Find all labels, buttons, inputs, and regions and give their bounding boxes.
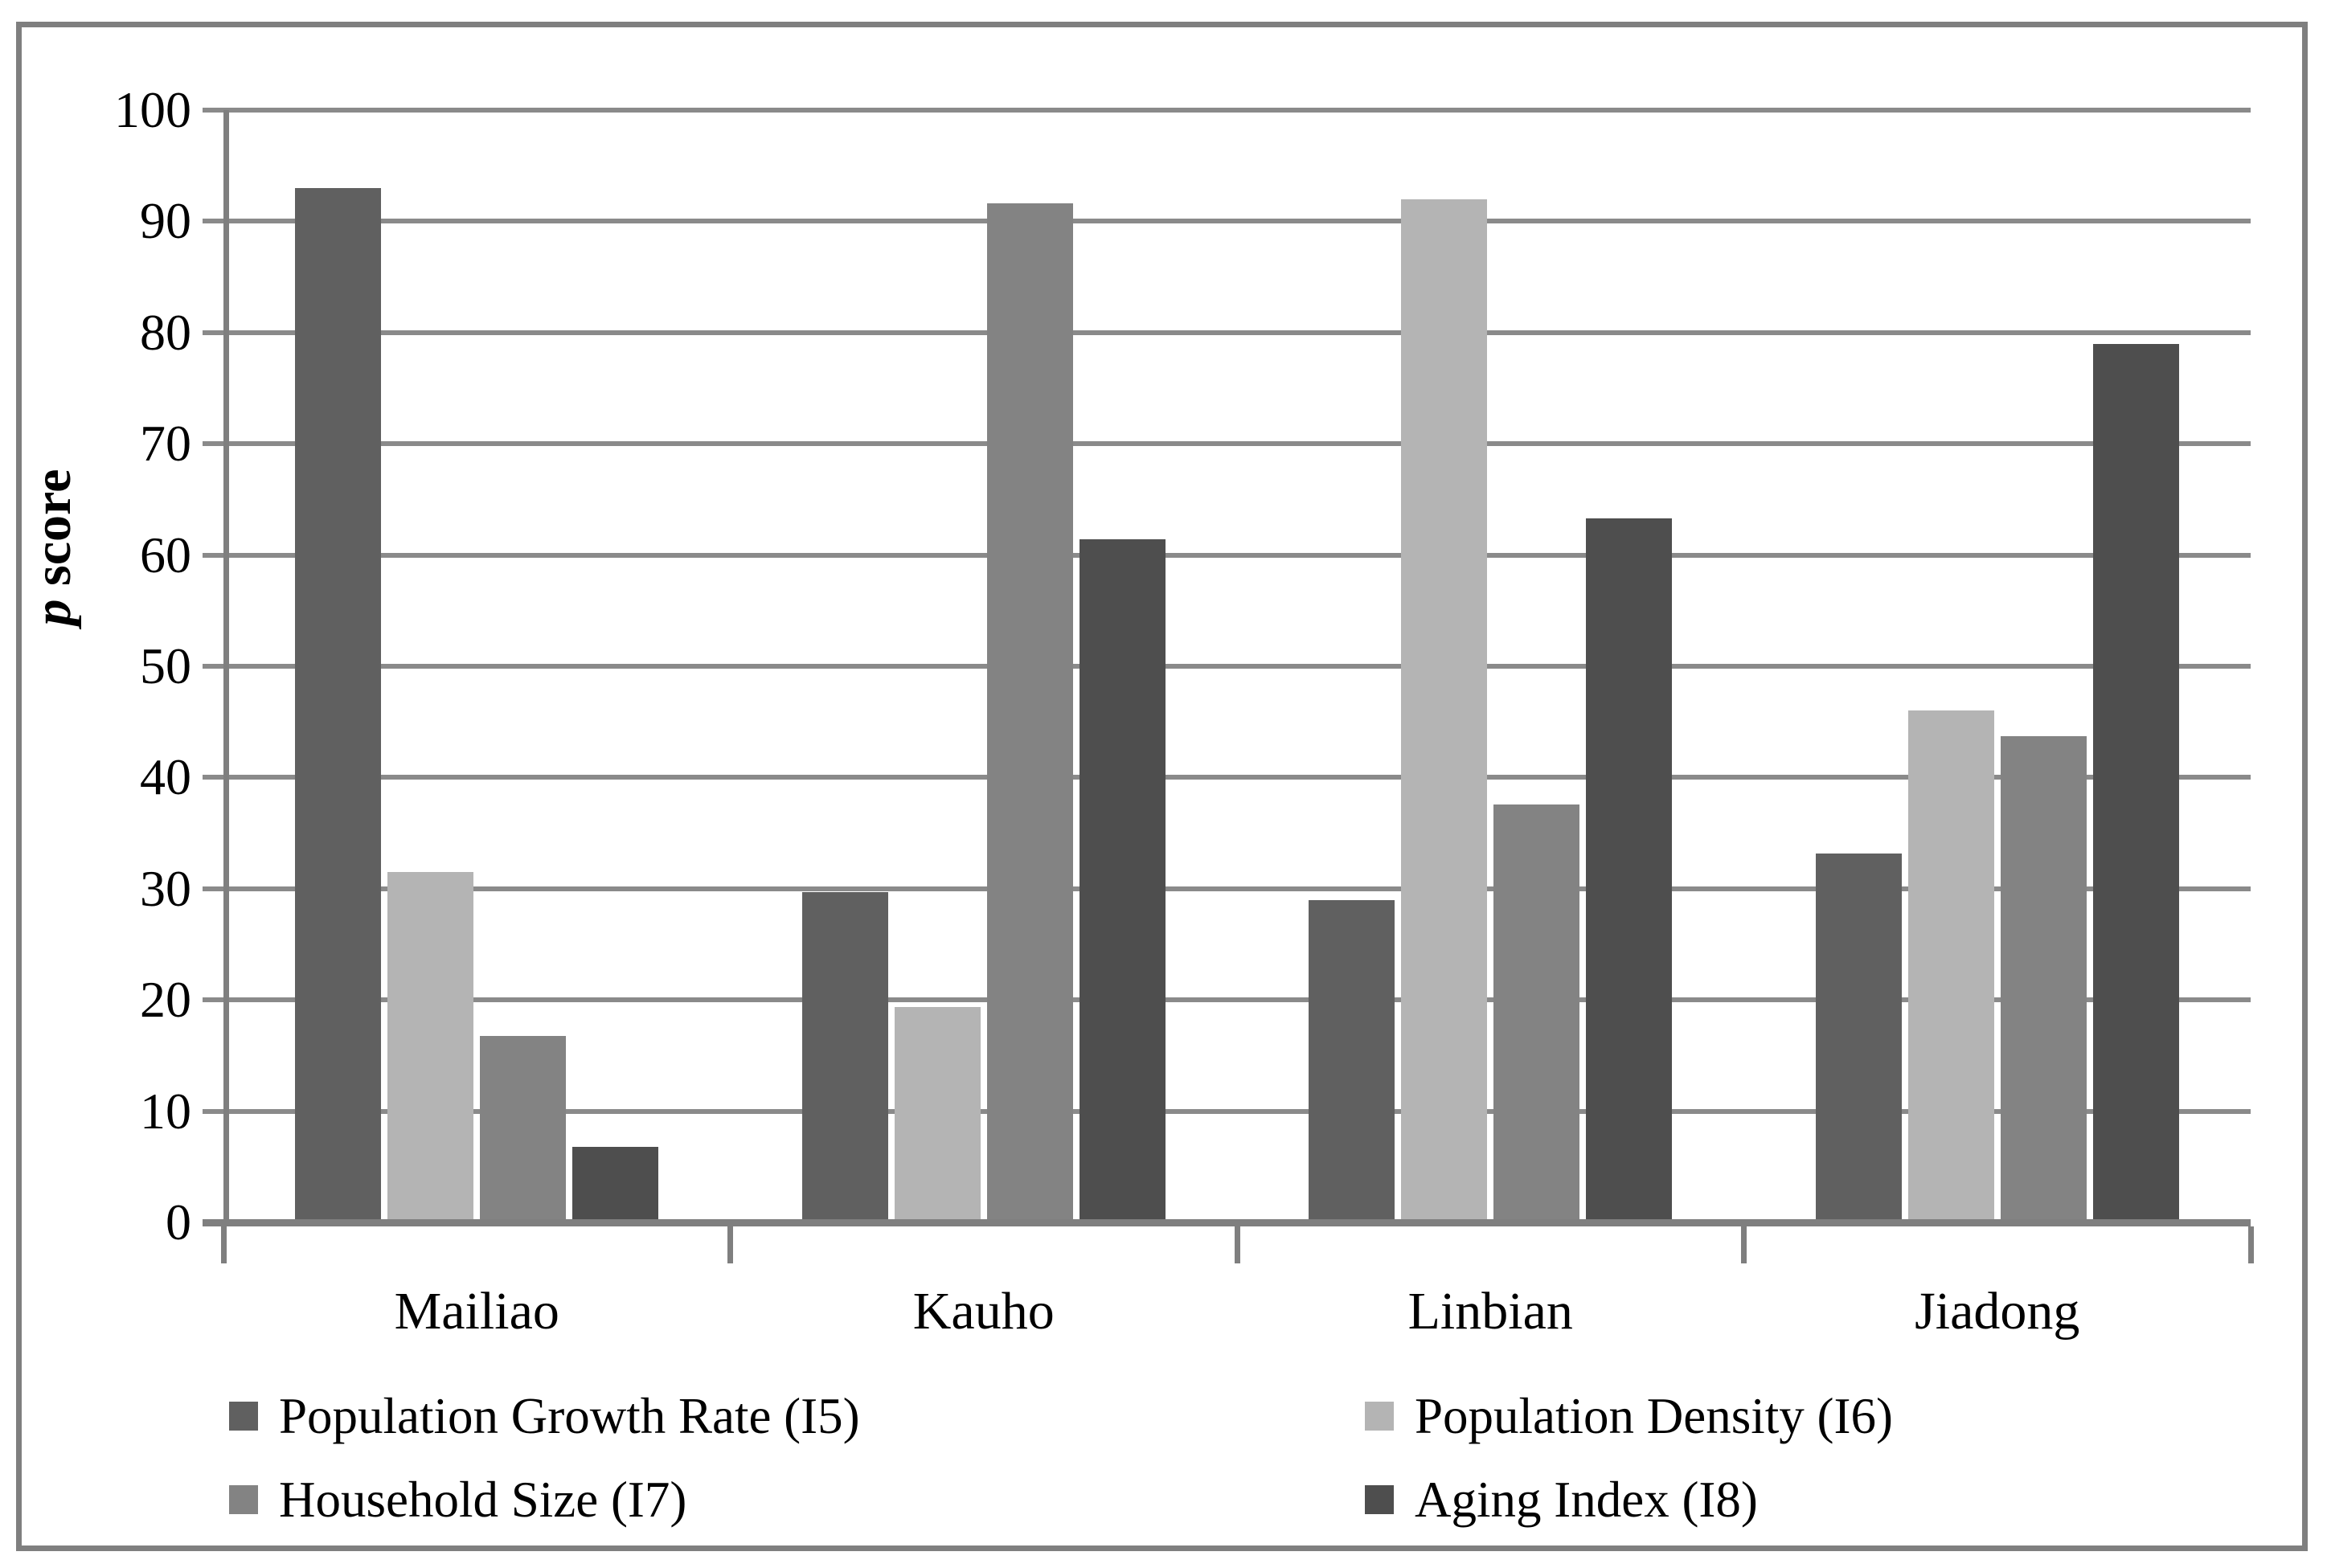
x-category-label-linbian: Linbian (1407, 1282, 1573, 1341)
bar-group-linbian (1237, 110, 1744, 1222)
x-axis-tick-0 (220, 1226, 227, 1263)
bar-mailiao-i8 (572, 1146, 659, 1222)
legend-swatch-i5 (229, 1402, 258, 1431)
gridline-100 (203, 108, 2251, 113)
bar-mailiao-i6 (387, 872, 474, 1222)
x-category-label-kauho: Kauho (912, 1282, 1055, 1341)
y-tick-label-50: 50 (140, 637, 191, 694)
gridline-30 (203, 886, 2251, 891)
gridline-20 (203, 997, 2251, 1003)
y-axis-title-italic: p (23, 599, 82, 626)
gridline-10 (203, 1108, 2251, 1114)
legend-swatch-i8 (1365, 1485, 1394, 1514)
bar-group-mailiao (223, 110, 731, 1222)
y-tick-label-20: 20 (140, 971, 191, 1029)
bar-kauho-i6 (894, 1006, 981, 1222)
x-category-labels: Mailiao Kauho Linbian Jiadong (223, 1279, 2251, 1344)
gridline-40 (203, 775, 2251, 780)
bar-kauho-i8 (1079, 539, 1166, 1222)
bar-group-kauho (731, 110, 1238, 1222)
y-tick-label-100: 100 (114, 81, 191, 138)
bar-kauho-i7 (986, 203, 1073, 1222)
x-category-label-jiadong: Jiadong (1915, 1282, 2080, 1341)
y-tick-label-10: 10 (140, 1082, 191, 1140)
bar-mailiao-i7 (480, 1035, 567, 1222)
gridline-50 (203, 664, 2251, 669)
legend-label-i7: Household Size (I7) (279, 1472, 687, 1528)
y-tick-label-90: 90 (140, 192, 191, 250)
y-tick-label-40: 40 (140, 748, 191, 806)
legend-item-i7: Household Size (I7) (229, 1472, 687, 1528)
legend-label-i8: Aging Index (I8) (1415, 1472, 1758, 1528)
y-tick-label-30: 30 (140, 859, 191, 917)
y-tick-label-60: 60 (140, 526, 191, 583)
x-axis-tick-1 (727, 1226, 733, 1263)
x-axis-tick-2 (1234, 1226, 1240, 1263)
legend-item-i8: Aging Index (I8) (1365, 1472, 1758, 1528)
x-category-label-mailiao: Mailiao (394, 1282, 559, 1341)
legend-label-i5: Population Growth Rate (I5) (279, 1388, 860, 1444)
bar-group-jiadong (1744, 110, 2251, 1222)
y-tick-label-0: 0 (166, 1193, 191, 1251)
legend-item-i5: Population Growth Rate (I5) (229, 1388, 860, 1444)
y-tick-label-70: 70 (140, 415, 191, 473)
x-axis-tick-4 (2247, 1226, 2254, 1263)
legend-item-i6: Population Density (I6) (1365, 1388, 1893, 1444)
bar-jiadong-i6 (1907, 710, 1994, 1222)
gridline-80 (203, 330, 2251, 335)
gridline-70 (203, 441, 2251, 447)
bar-jiadong-i8 (2092, 343, 2179, 1222)
bar-mailiao-i5 (295, 187, 382, 1222)
legend-label-i6: Population Density (I6) (1415, 1388, 1893, 1444)
bar-linbian-i5 (1309, 899, 1395, 1222)
gridline-60 (203, 552, 2251, 558)
y-tick-label-80: 80 (140, 303, 191, 361)
y-axis-line (223, 110, 229, 1226)
bar-linbian-i8 (1586, 518, 1673, 1222)
bar-linbian-i6 (1401, 199, 1488, 1222)
gridline-90 (203, 219, 2251, 224)
x-axis-line (203, 1219, 2251, 1226)
legend-swatch-i6 (1365, 1402, 1394, 1431)
figure-border (16, 22, 2308, 1551)
bar-linbian-i7 (1493, 804, 1580, 1222)
legend-swatch-i7 (229, 1485, 258, 1514)
plot-area (223, 110, 2251, 1222)
bar-kauho-i5 (801, 891, 888, 1222)
bar-jiadong-i5 (1815, 853, 1902, 1222)
x-axis-tick-3 (1741, 1226, 1747, 1263)
bar-jiadong-i7 (2000, 736, 2087, 1222)
